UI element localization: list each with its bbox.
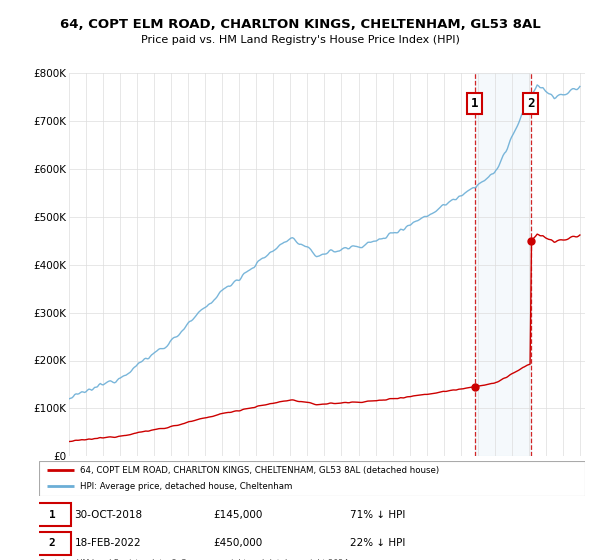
Text: Price paid vs. HM Land Registry's House Price Index (HPI): Price paid vs. HM Land Registry's House … [140,35,460,45]
Text: Contains HM Land Registry data © Crown copyright and database right 2024.
This d: Contains HM Land Registry data © Crown c… [39,559,351,560]
FancyBboxPatch shape [34,531,71,555]
Text: 18-FEB-2022: 18-FEB-2022 [74,538,141,548]
Text: 30-OCT-2018: 30-OCT-2018 [74,510,143,520]
Text: 64, COPT ELM ROAD, CHARLTON KINGS, CHELTENHAM, GL53 8AL (detached house): 64, COPT ELM ROAD, CHARLTON KINGS, CHELT… [80,466,439,475]
Text: 2: 2 [49,538,55,548]
Text: 1: 1 [471,97,479,110]
FancyBboxPatch shape [39,461,585,496]
Bar [475,73,531,456]
Text: 22% ↓ HPI: 22% ↓ HPI [350,538,406,548]
Text: 64, COPT ELM ROAD, CHARLTON KINGS, CHELTENHAM, GL53 8AL: 64, COPT ELM ROAD, CHARLTON KINGS, CHELT… [59,17,541,31]
Text: 71% ↓ HPI: 71% ↓ HPI [350,510,406,520]
Text: £450,000: £450,000 [214,538,263,548]
Text: 1: 1 [49,510,55,520]
Text: HPI: Average price, detached house, Cheltenham: HPI: Average price, detached house, Chel… [80,482,292,491]
Text: £145,000: £145,000 [214,510,263,520]
Text: 2: 2 [527,97,535,110]
FancyBboxPatch shape [34,503,71,526]
